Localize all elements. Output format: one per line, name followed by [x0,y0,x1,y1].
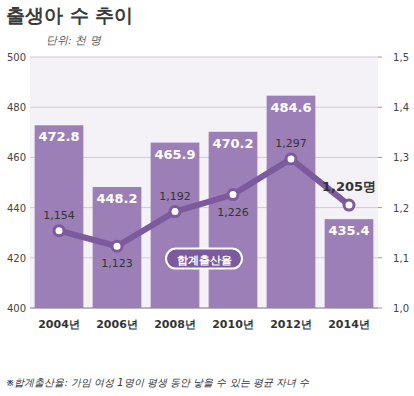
line-label: 1,297 [275,137,307,150]
line-marker [112,241,122,251]
line-label: 1,123 [101,257,133,270]
y2-tick-label: 1,1 [393,253,409,264]
x-tick-label: 2008년 [154,318,196,331]
y2-tick [378,157,382,158]
y2-tick [378,57,382,58]
y-tick-label: 400 [7,303,26,314]
labels: 472.8 448.2 465.9 470.2 484.6 435.4 1,154 1,123… [38,100,376,271]
line-label: 1,226 [217,206,249,219]
line-label: 1,205명 [322,179,376,194]
y2-tick-label: 1,2 [393,203,409,214]
series-pill [166,249,242,269]
line-marker [228,190,238,200]
y2-tick-label: 1,3 [393,152,409,163]
bar-label: 448.2 [96,191,137,206]
y-tick-label: 460 [7,152,26,163]
line-marker [344,200,354,210]
line [59,159,349,246]
title: 출생아 수 추이 [6,4,133,26]
plot-background [30,57,378,308]
bar [325,219,374,308]
chart-root: 출생아 수 추이단위: 천 명 400 420 440 460 480 500 1,0 1,1 1… [0,0,414,396]
y2-tick [378,257,382,258]
line-marker [54,226,64,236]
y-tick-label: 420 [7,253,26,264]
subtitle: 단위: 천 명 [46,34,102,47]
y2-tick-label: 1,0 [393,303,409,314]
bar-label: 435.4 [328,223,369,238]
y2-tick-label: 1,4 [393,102,409,113]
bar-label: 472.8 [38,129,79,144]
bar [267,96,316,308]
y-tick-label: 500 [7,52,26,63]
y2-tick-label: 1,5 [393,52,409,63]
y2-tick [378,107,382,108]
marks [35,96,374,308]
line-label: 1,154 [43,209,75,222]
line-marker [286,154,296,164]
bar-label: 484.6 [270,100,311,115]
x-axis [30,308,378,309]
y2-tick [378,207,382,208]
x-tick-label: 2006년 [96,318,138,331]
bar-label: 465.9 [154,147,195,162]
bar [151,143,200,308]
line-marker [170,207,180,217]
y-tick-label: 480 [7,102,26,113]
line-label: 1,192 [159,190,191,203]
y-tick-label: 440 [7,203,26,214]
x-tick-label: 2012년 [270,318,312,331]
grid-line [30,57,378,58]
footnote: ※합계출산율: 가임 여성 1명이 평생 동안 낳을 수 있는 평균 자녀 수 [6,377,310,388]
x-tick-label: 2004년 [38,318,80,331]
bar-label: 470.2 [212,136,253,151]
grid-line [30,308,378,309]
grid-line [30,107,378,108]
bar [93,187,142,308]
chart: 출생아 수 추이단위: 천 명 400 420 440 460 480 500 1,0 1,1 1… [0,0,414,396]
legend-label: 합계출산율 [177,254,232,267]
x-tick-label: 2014년 [328,318,370,331]
bar [209,132,258,308]
bar [35,125,84,308]
x-tick-label: 2010년 [212,318,254,331]
y2-tick [378,308,382,309]
